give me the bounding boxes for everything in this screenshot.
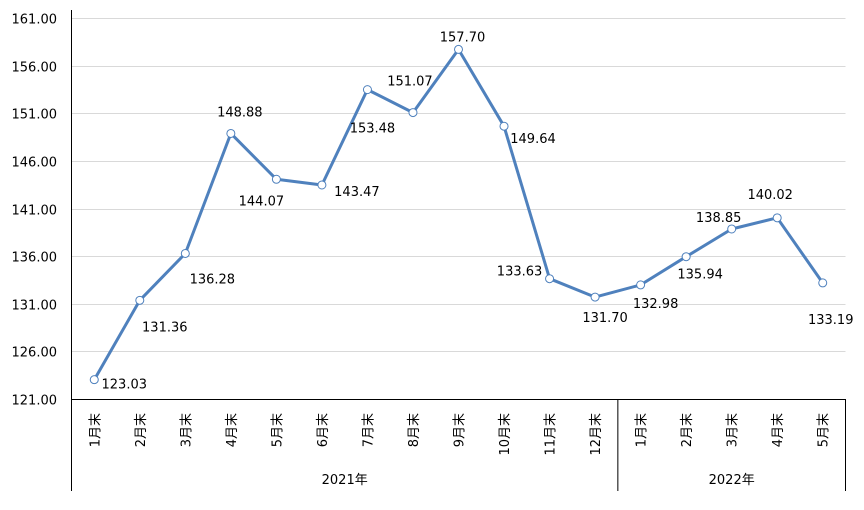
data-label: 157.70 (440, 30, 486, 45)
data-label: 133.19 (808, 313, 854, 328)
x-tick-label: 7月末 (361, 413, 376, 447)
data-point (818, 278, 828, 288)
x-tick-label: 2月末 (680, 413, 695, 447)
y-tick-label: 151.00 (12, 108, 58, 123)
x-tick-label: 12月末 (589, 413, 604, 456)
data-label: 133.63 (497, 265, 543, 280)
data-label: 135.94 (677, 268, 723, 283)
data-point (636, 280, 646, 290)
y-tick-label: 121.00 (12, 394, 58, 409)
x-tick-label: 3月末 (726, 413, 741, 447)
y-tick-label: 136.00 (12, 251, 58, 266)
data-label: 153.48 (350, 122, 396, 137)
group-label: 2022年 (709, 473, 755, 488)
y-tick-label: 141.00 (12, 204, 58, 219)
data-label: 131.36 (142, 320, 188, 335)
data-point (408, 108, 418, 118)
data-label: 138.85 (696, 211, 742, 226)
data-label: 149.64 (510, 132, 556, 147)
data-label: 131.70 (582, 311, 628, 326)
x-tick-label: 4月末 (771, 413, 786, 447)
data-point (89, 375, 99, 385)
data-label: 123.03 (102, 378, 148, 393)
data-point (772, 213, 782, 223)
data-point (226, 128, 236, 138)
data-label: 136.28 (190, 272, 236, 287)
y-tick-label: 131.00 (12, 299, 58, 314)
data-point (499, 121, 509, 131)
data-label: 140.02 (747, 188, 793, 203)
data-point (317, 180, 327, 190)
y-tick-label: 156.00 (12, 61, 58, 76)
x-tick-label: 6月末 (316, 413, 331, 447)
x-tick-label: 5月末 (817, 413, 832, 447)
data-label: 144.07 (239, 194, 285, 209)
data-point (681, 252, 691, 262)
data-label: 132.98 (633, 297, 679, 312)
y-tick-label: 146.00 (12, 156, 58, 171)
data-point (727, 224, 737, 234)
data-label: 143.47 (334, 185, 380, 200)
x-tick-label: 10月末 (498, 413, 513, 456)
x-tick-label: 9月末 (453, 413, 468, 447)
x-tick-label: 4月末 (225, 413, 240, 447)
data-point (590, 292, 600, 302)
data-point (454, 44, 463, 54)
x-tick-label: 1月末 (635, 413, 650, 447)
x-tick-label: 8月末 (407, 413, 422, 447)
data-point (545, 274, 555, 284)
data-point (271, 174, 281, 184)
group-label: 2021年 (322, 473, 368, 488)
data-label: 148.88 (217, 105, 263, 120)
data-label: 151.07 (387, 75, 433, 90)
x-tick-label: 3月末 (179, 413, 194, 447)
y-tick-label: 161.00 (12, 13, 58, 28)
x-tick-label: 5月末 (270, 413, 285, 447)
x-tick-label: 2月末 (134, 413, 149, 447)
y-tick-label: 126.00 (12, 346, 58, 361)
x-tick-label: 1月末 (88, 413, 103, 447)
data-point (180, 248, 190, 258)
x-tick-label: 11月末 (544, 413, 559, 456)
data-point (135, 295, 145, 305)
data-point (362, 85, 372, 95)
